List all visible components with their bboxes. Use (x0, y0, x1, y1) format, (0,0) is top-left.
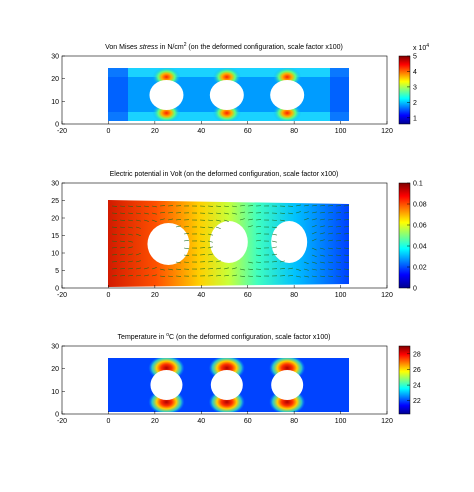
temperature-y-tick-label: 30 (51, 344, 59, 351)
stress-y-tick-label: 20 (51, 76, 59, 83)
temperature-x-tick-label: 60 (244, 418, 252, 425)
stress-colorbar-tick-label: 1 (413, 115, 417, 122)
potential-colorbar-tick-label: 0.1 (413, 181, 423, 188)
stress-x-tick-label: -20 (57, 128, 67, 135)
temperature-colorbar-tick-label: 24 (413, 383, 421, 390)
potential-y-tick-label: 0 (55, 286, 59, 293)
potential-hole (210, 221, 248, 263)
potential-field-map (108, 200, 349, 287)
stress-title: Von Mises stress in N/cm2 (on the deform… (105, 42, 343, 51)
potential-colorbar-tick-label: 0.08 (413, 202, 427, 209)
temperature-y-tick-label: 0 (55, 412, 59, 419)
potential-colorbar-tick-label: 0.06 (413, 223, 427, 230)
temperature-hole (271, 370, 303, 400)
temperature-y-tick-label: 10 (51, 389, 59, 396)
potential-x-tick-label: 100 (335, 292, 347, 299)
stress-y-tick-label: 0 (55, 122, 59, 129)
potential-y-tick-label: 10 (51, 251, 59, 258)
temperature-colorbar-tick-label: 28 (413, 351, 421, 358)
stress-x-tick-label: 0 (106, 128, 110, 135)
potential-y-tick-label: 20 (51, 216, 59, 223)
temperature-hole (150, 370, 182, 400)
potential-x-tick-label: 40 (197, 292, 205, 299)
stress-colorbar-multiplier: x 104 (413, 43, 429, 52)
stress-colorbar-tick-label: 3 (413, 84, 417, 91)
potential-colorbar-tick-label: 0 (413, 286, 417, 293)
stress-x-tick-label: 40 (197, 128, 205, 135)
stress-x-tick-label: 100 (335, 128, 347, 135)
temperature-x-tick-label: 20 (151, 418, 159, 425)
potential-x-tick-label: 80 (290, 292, 298, 299)
potential-x-tick-label: 60 (244, 292, 252, 299)
potential-x-tick-label: 20 (151, 292, 159, 299)
potential-colorbar (399, 183, 410, 288)
stress-colorbar-tick-label: 5 (413, 54, 417, 61)
stress-x-tick-label: 60 (244, 128, 252, 135)
temperature-colorbar-tick-label: 22 (413, 398, 421, 405)
temperature-x-tick-label: 0 (106, 418, 110, 425)
potential-y-tick-label: 30 (51, 181, 59, 188)
temperature-field-map (108, 355, 349, 414)
stress-hole (210, 80, 244, 110)
temperature-x-tick-label: 100 (335, 418, 347, 425)
potential-x-tick-label: 0 (106, 292, 110, 299)
stress-field-map (108, 67, 349, 123)
stress-x-tick-label: 80 (290, 128, 298, 135)
temperature-panel: Temperature in oC (on the deformed confi… (51, 332, 421, 425)
stress-y-tick-label: 30 (51, 54, 59, 61)
temperature-x-tick-label: 120 (381, 418, 393, 425)
stress-colorbar-tick-label: 2 (413, 100, 417, 107)
temperature-x-tick-label: 80 (290, 418, 298, 425)
stress-colorbar (399, 56, 410, 124)
potential-y-tick-label: 5 (55, 268, 59, 275)
temperature-x-tick-label: -20 (57, 418, 67, 425)
temperature-title: Temperature in oC (on the deformed confi… (118, 332, 331, 341)
potential-colorbar-tick-label: 0.04 (413, 244, 427, 251)
temperature-x-tick-label: 40 (197, 418, 205, 425)
potential-y-tick-label: 25 (51, 198, 59, 205)
potential-x-tick-label: 120 (381, 292, 393, 299)
stress-colorbar-tick-label: 4 (413, 69, 417, 76)
stress-x-tick-label: 20 (151, 128, 159, 135)
potential-hole (147, 223, 189, 265)
potential-title: Electric potential in Volt (on the defor… (110, 171, 339, 178)
stress-x-tick-label: 120 (381, 128, 393, 135)
potential-x-tick-label: -20 (57, 292, 67, 299)
stress-hole (270, 80, 304, 110)
stress-panel: Von Mises stress in N/cm2 (on the deform… (51, 42, 429, 135)
temperature-hole (211, 370, 243, 400)
temperature-colorbar (399, 346, 410, 414)
potential-y-tick-label: 15 (51, 233, 59, 240)
stress-y-tick-label: 10 (51, 99, 59, 106)
stress-hole (149, 80, 183, 110)
potential-panel: Electric potential in Volt (on the defor… (51, 171, 427, 299)
temperature-colorbar-tick-label: 26 (413, 367, 421, 374)
potential-colorbar-tick-label: 0.02 (413, 265, 427, 272)
temperature-y-tick-label: 20 (51, 366, 59, 373)
